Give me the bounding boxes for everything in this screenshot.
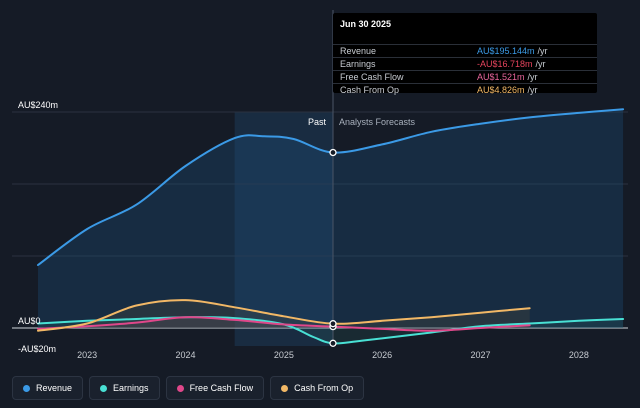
tooltip-value: AU$195.144m/yr	[477, 46, 548, 56]
past-label: Past	[308, 117, 327, 127]
tooltip-number: AU$195.144m	[477, 46, 535, 56]
tooltip-unit: /yr	[537, 46, 548, 56]
tooltip-number: AU$4.826m	[477, 85, 525, 95]
legend-item-free-cash-flow[interactable]: Free Cash Flow	[165, 376, 265, 400]
series-area-earnings	[38, 317, 624, 344]
legend-item-revenue[interactable]: Revenue	[12, 376, 84, 400]
series-line-free-cash-flow	[37, 316, 531, 332]
legend-label: Earnings	[113, 383, 149, 393]
tooltip-unit: /yr	[527, 85, 538, 95]
x-tick-label: 2024	[175, 350, 195, 360]
y-axis-tick-labels: AU$240m AU$0 -AU$20m	[18, 100, 58, 354]
x-tick-label: 2027	[470, 350, 490, 360]
marker-earnings	[329, 339, 337, 347]
tooltip-value: AU$1.521m/yr	[477, 72, 538, 82]
legend-dot	[23, 384, 30, 392]
legend-item-cash-from-op[interactable]: Cash From Op	[270, 376, 365, 400]
forecast-label: Analysts Forecasts	[339, 117, 416, 127]
series-areas	[38, 109, 624, 344]
legend-label: Free Cash Flow	[189, 383, 254, 393]
x-axis-tick-labels: 2023 2024 2025 2026 2027 2028	[77, 350, 589, 360]
tooltip-unit: /yr	[527, 72, 538, 82]
legend-label: Revenue	[36, 383, 73, 393]
series-line-revenue	[37, 108, 625, 266]
gridlines	[12, 111, 628, 329]
marker-cash-from-op	[329, 320, 337, 328]
past-highlight-band	[234, 112, 333, 346]
tooltip-row-revenue: Revenue AU$195.144m/yr	[333, 44, 597, 58]
tooltip-label: Free Cash Flow	[340, 72, 404, 82]
tooltip-number: AU$1.521m	[477, 72, 525, 82]
tooltip-row-earnings: Earnings -AU$16.718m/yr	[333, 57, 597, 71]
tooltip-label: Revenue	[340, 46, 377, 56]
y-tick-label: AU$240m	[18, 100, 58, 110]
legend-dot	[176, 384, 184, 392]
series-area-cash-from-op	[38, 300, 530, 331]
series-line-cash-from-op	[37, 299, 531, 332]
tooltip-value: -AU$16.718m/yr	[477, 59, 546, 69]
x-tick-label: 2023	[77, 350, 97, 360]
series-lines	[37, 108, 625, 345]
tooltip-value: AU$4.826m/yr	[477, 85, 538, 95]
y-tick-label: -AU$20m	[18, 344, 56, 354]
tooltip-number: -AU$16.718m	[477, 59, 533, 69]
x-tick-label: 2025	[274, 350, 294, 360]
tooltip-row-free-cash-flow: Free Cash Flow AU$1.521m/yr	[333, 70, 597, 84]
tooltip-unit: /yr	[535, 59, 546, 69]
tooltip-row-cash-from-op: Cash From Op AU$4.826m/yr	[333, 83, 597, 95]
tooltip-date: Jun 30 2025	[340, 19, 392, 29]
legend-item-earnings[interactable]: Earnings	[89, 376, 160, 400]
series-markers	[329, 148, 337, 347]
x-tick-label: 2028	[569, 350, 589, 360]
legend-dot	[281, 384, 289, 392]
tooltip-label: Earnings	[340, 59, 376, 69]
x-tick-label: 2026	[372, 350, 392, 360]
legend-label: Cash From Op	[294, 383, 354, 393]
marker-revenue	[329, 148, 337, 157]
legend: Revenue Earnings Free Cash Flow Cash Fro…	[12, 376, 365, 400]
y-tick-label: AU$0	[18, 316, 41, 326]
series-line-earnings	[37, 316, 625, 345]
tooltip: Jun 30 2025 Revenue AU$195.144m/yr Earni…	[333, 13, 597, 95]
series-area-revenue	[38, 109, 624, 328]
legend-dot	[100, 384, 108, 392]
tooltip-label: Cash From Op	[340, 85, 400, 95]
